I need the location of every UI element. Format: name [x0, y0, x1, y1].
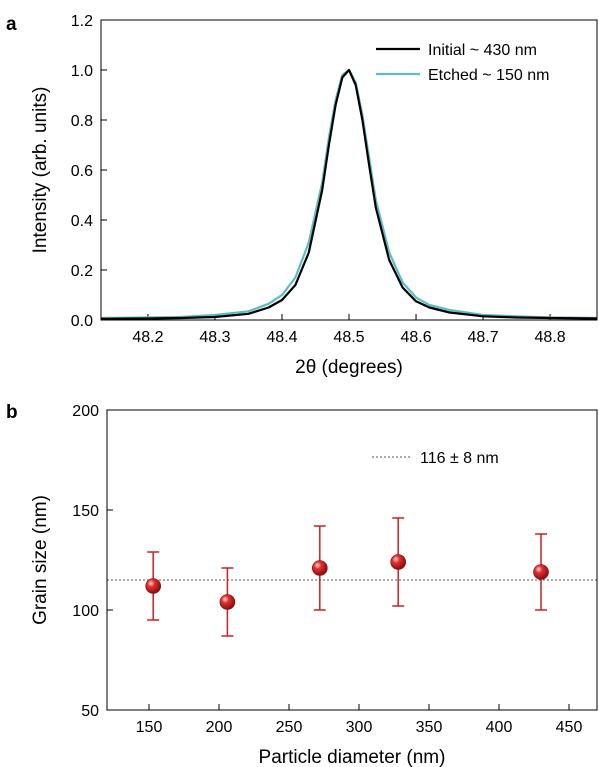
panel-a-legend: Initial ~ 430 nm Etched ~ 150 nm — [376, 42, 549, 84]
panel-b-x-tick-label: 450 — [556, 719, 583, 736]
panel-b-y-tick-label: 50 — [81, 703, 99, 720]
panel-b-x-tick-label: 350 — [416, 719, 443, 736]
marker — [311, 560, 328, 576]
panel-a-x-tick-label: 48.5 — [333, 329, 364, 346]
marker — [145, 578, 161, 594]
panel-b-legend: 116 ± 8 nm — [372, 450, 499, 467]
panel-a-x-tick-label: 48.8 — [535, 329, 566, 346]
panel-b: b 150 200 250 300 350 400 450 50 100 150 200 Parti… — [6, 402, 598, 767]
panel-a-x-tick-label: 48.4 — [266, 329, 297, 346]
panel-a-x-tick-label: 48.2 — [132, 329, 163, 346]
marker — [219, 594, 236, 610]
legend-label-reference: 116 ± 8 nm — [420, 450, 499, 467]
panel-a-y-axis-label: Intensity (arb. units) — [30, 87, 51, 254]
panel-b-x-tick-label: 250 — [276, 719, 303, 736]
data-point-2 — [219, 567, 236, 637]
panel-b-x-tick-label: 400 — [486, 719, 513, 736]
panel-a: a 48.2 48.3 48.4 48.5 48.6 48.7 48.8 0.0 0.2 0.4 0… — [6, 13, 598, 378]
marker — [390, 554, 407, 570]
legend-label-etched: Etched ~ 150 nm — [428, 67, 549, 84]
panel-b-y-tick-label: 150 — [72, 503, 99, 520]
series-line-initial — [100, 68, 598, 320]
data-point-4 — [390, 517, 407, 607]
panel-a-y-tick-label: 1.0 — [71, 63, 93, 80]
data-point-1 — [145, 551, 161, 621]
panel-b-x-tick-label: 300 — [346, 719, 373, 736]
panel-b-y-axis-label: Grain size (nm) — [30, 495, 51, 625]
panel-a-y-tick-label: 0.0 — [71, 313, 93, 330]
panel-b-plot-frame — [106, 409, 598, 711]
panel-a-x-tick-label: 48.6 — [400, 329, 431, 346]
panel-a-y-tick-label: 0.8 — [71, 113, 93, 130]
series-line-etched — [100, 68, 598, 320]
panel-a-plot-frame — [100, 19, 598, 321]
panel-a-y-tick-label: 1.2 — [71, 13, 93, 30]
data-point-3 — [311, 525, 328, 611]
panel-b-y-tick-label: 100 — [72, 603, 99, 620]
panel-b-x-tick-label: 200 — [206, 719, 233, 736]
data-point-5 — [533, 533, 549, 611]
panel-a-x-axis-label: 2θ (degrees) — [295, 357, 403, 378]
panel-b-x-tick-label: 150 — [136, 719, 163, 736]
marker — [533, 564, 549, 580]
legend-label-initial: Initial ~ 430 nm — [428, 42, 537, 59]
panel-a-y-tick-label: 0.6 — [71, 163, 93, 180]
panel-b-y-tick-label: 200 — [72, 403, 99, 420]
panel-b-x-axis-label: Particle diameter (nm) — [259, 747, 446, 767]
panel-a-y-tick-label: 0.2 — [71, 263, 93, 280]
panel-a-x-tick-label: 48.3 — [199, 329, 230, 346]
panel-b-label: b — [6, 402, 18, 423]
panel-a-x-tick-label: 48.7 — [467, 329, 498, 346]
panel-a-label: a — [6, 14, 17, 35]
panel-a-y-tick-label: 0.4 — [71, 213, 93, 230]
